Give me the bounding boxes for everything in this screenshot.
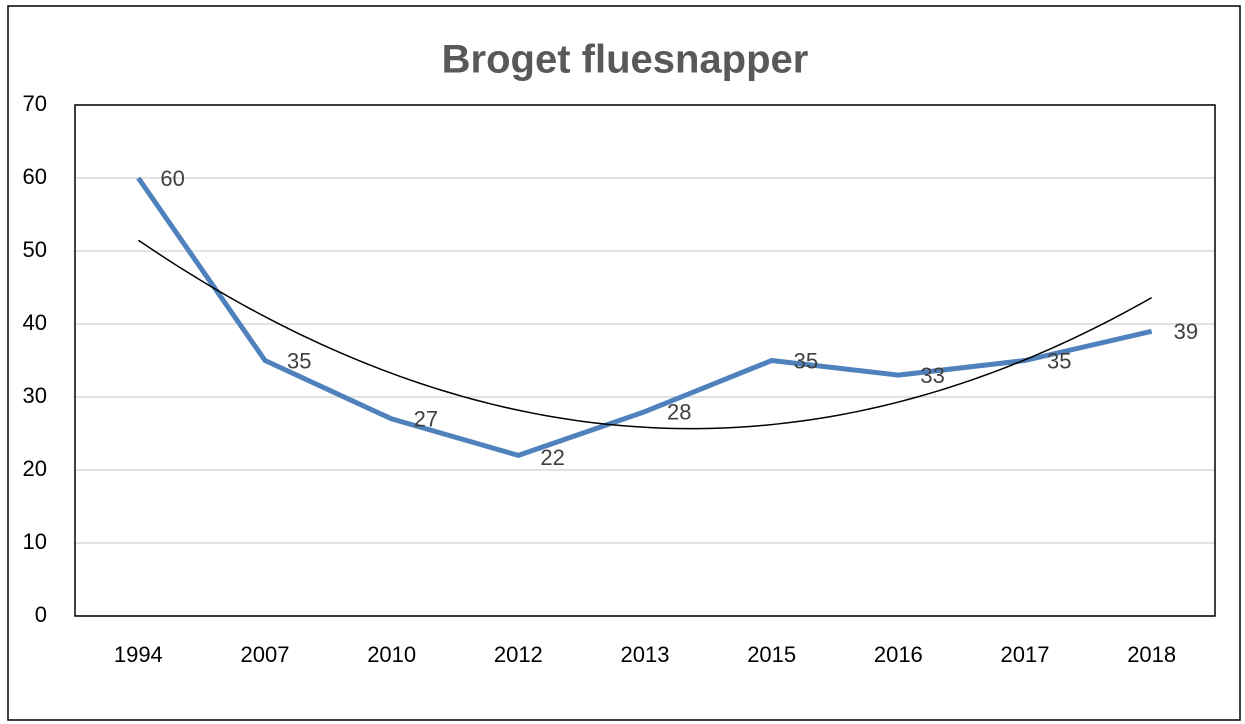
data-label: 35 [1047, 348, 1071, 373]
trendline [137, 239, 1153, 430]
y-tick-label: 60 [23, 164, 47, 189]
chart-border [7, 5, 1241, 721]
x-tick-label: 2007 [241, 642, 290, 667]
data-label: 33 [920, 363, 944, 388]
x-tick-label: 2012 [494, 642, 543, 667]
y-tick-label: 30 [23, 383, 47, 408]
data-label: 28 [667, 399, 691, 424]
series-line [136, 176, 1153, 458]
y-tick-label: 40 [23, 310, 47, 335]
data-label: 27 [414, 407, 438, 432]
y-tick-label: 50 [23, 237, 47, 262]
y-tick-label: 0 [35, 602, 47, 627]
x-tick-label: 2018 [1127, 642, 1176, 667]
x-tick-label: 2015 [747, 642, 796, 667]
chart-title: Broget fluesnapper [442, 38, 809, 82]
x-tick-label: 2010 [367, 642, 416, 667]
x-tick-label: 2017 [1001, 642, 1050, 667]
data-label: 22 [540, 445, 564, 470]
data-label: 35 [794, 348, 818, 373]
data-label: 35 [287, 348, 311, 373]
x-tick-label: 2013 [621, 642, 670, 667]
y-tick-label: 10 [23, 529, 47, 554]
y-tick-label: 20 [23, 456, 47, 481]
plot-border [74, 104, 1216, 617]
data-label: 60 [160, 166, 184, 191]
y-tick-label: 70 [23, 91, 47, 116]
x-tick-label: 1994 [114, 642, 163, 667]
x-tick-label: 2016 [874, 642, 923, 667]
data-label: 39 [1174, 319, 1198, 344]
